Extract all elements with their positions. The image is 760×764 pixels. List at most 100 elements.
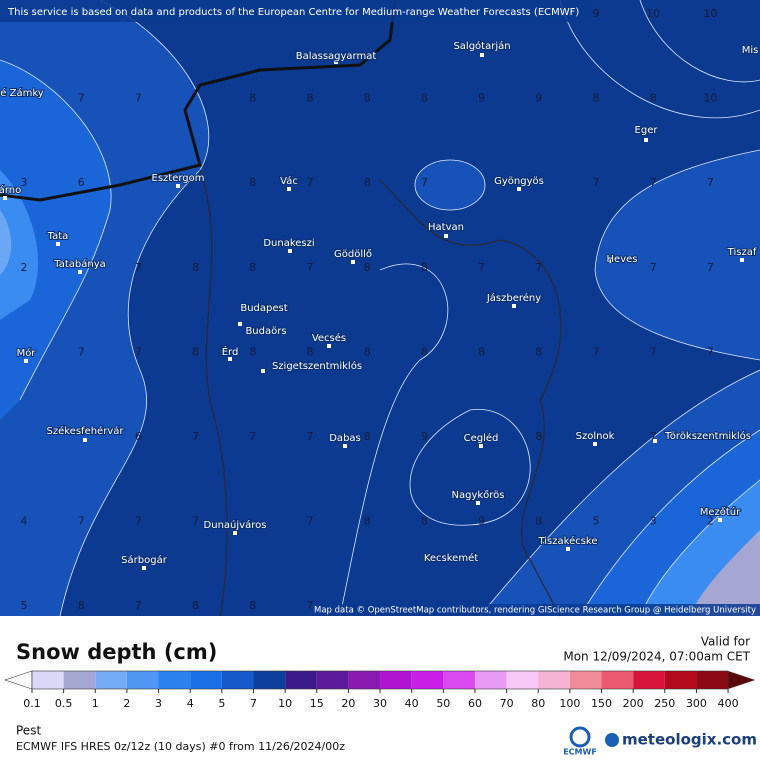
place-dot <box>566 547 570 551</box>
grid-value: 7 <box>421 176 428 189</box>
grid-value: 7 <box>593 176 600 189</box>
area-gyongyos <box>415 160 485 210</box>
grid-value: 4 <box>21 515 28 528</box>
place-dot <box>233 531 237 535</box>
legend-tick-label: 200 <box>623 697 644 710</box>
legend-swatch <box>696 671 729 689</box>
legend-under <box>4 670 33 690</box>
grid-value: 10 <box>646 7 660 20</box>
legend-swatch <box>474 671 507 689</box>
place-dot <box>480 53 484 57</box>
place-name: árno <box>0 184 21 196</box>
legend-tick-label: 50 <box>436 697 450 710</box>
legend-tick-label: 60 <box>468 697 482 710</box>
legend-tick-label: 2 <box>123 697 130 710</box>
legend-title: Snow depth (cm) <box>16 640 217 664</box>
grid-value: 9 <box>535 92 542 105</box>
place-dot <box>83 438 87 442</box>
grid-value: 8 <box>78 599 85 612</box>
legend-swatch <box>190 671 222 689</box>
grid-value: 7 <box>192 430 199 443</box>
place-name: Mór <box>17 347 37 359</box>
legend-tick-label: 15 <box>310 697 324 710</box>
grid-value: 7 <box>307 430 314 443</box>
ecmwf-icon <box>569 726 591 748</box>
place-name: Tata <box>47 231 69 242</box>
place-dot <box>653 439 657 443</box>
place-dot <box>644 138 648 142</box>
grid-value: 7 <box>192 515 199 528</box>
attribution-bg <box>0 0 590 22</box>
legend-tick-label: 0.1 <box>23 697 41 710</box>
place-name: Törökszentmiklós <box>664 430 751 442</box>
legend-tick-label: 250 <box>654 697 675 710</box>
legend-tick-label: 300 <box>686 697 707 710</box>
legend-swatch <box>569 671 602 689</box>
grid-value: 8 <box>192 599 199 612</box>
legend-tick-label: 400 <box>718 697 739 710</box>
place-dot <box>142 566 146 570</box>
legend-tick-label: 100 <box>559 697 580 710</box>
grid-value: 7 <box>135 599 142 612</box>
grid-value: 7 <box>307 261 314 274</box>
legend-tick-label: 20 <box>341 697 355 710</box>
legend-swatch <box>32 671 64 689</box>
place-dot <box>56 242 60 246</box>
legend-swatch <box>348 671 381 689</box>
grid-value: 8 <box>192 345 199 358</box>
place-name: Székesfehérvár <box>47 425 125 437</box>
place-dot <box>288 249 292 253</box>
grid-value: 8 <box>364 176 371 189</box>
grid-value: 7 <box>593 345 600 358</box>
area-2-4 <box>0 170 39 320</box>
place-name: Sárbogár <box>121 554 168 566</box>
grid-value: 5 <box>593 515 600 528</box>
place-name: Hatvan <box>428 222 464 233</box>
grid-value: 7 <box>478 261 485 274</box>
grid-value: 7 <box>707 345 714 358</box>
grid-value: 9 <box>421 430 428 443</box>
place-name: Cegléd <box>464 432 499 444</box>
legend-over <box>728 671 756 689</box>
place-name: Tatabánya <box>53 258 106 270</box>
grid-value: 8 <box>364 430 371 443</box>
grid-value: 7 <box>307 599 314 612</box>
place-name: Gödöllő <box>334 248 372 260</box>
legend-tick-label: 5 <box>218 697 225 710</box>
grid-value: 8 <box>249 261 256 274</box>
grid-value: 6 <box>135 430 142 443</box>
legend-swatch <box>95 671 127 689</box>
place-dot <box>593 442 597 446</box>
grid-value: 2 <box>21 261 28 274</box>
grid-value: 8 <box>364 92 371 105</box>
place-dot <box>607 259 611 263</box>
place-dot <box>238 322 242 326</box>
legend-tick-label: 80 <box>531 697 545 710</box>
grid-value: 8 <box>364 261 371 274</box>
place-name: Mezőtúr <box>700 506 741 518</box>
place-name: Jászberény <box>486 292 541 304</box>
grid-value: 8 <box>650 92 657 105</box>
legend-swatch <box>285 671 317 689</box>
grid-value: 8 <box>535 430 542 443</box>
place-dot <box>517 187 521 191</box>
place-name: Esztergom <box>152 173 205 184</box>
place-dot <box>327 344 331 348</box>
grid-value: 7 <box>249 430 256 443</box>
legend-swatch <box>380 671 412 689</box>
place-name: Balassagyarmat <box>296 51 377 62</box>
place-name: Gyöngyös <box>494 176 544 187</box>
place-name: Érd <box>222 345 239 358</box>
legend-tick-label: 3 <box>155 697 162 710</box>
legend-tick-label: 7 <box>250 697 257 710</box>
grid-value: 8 <box>421 261 428 274</box>
place-name: é Zámky <box>0 87 43 99</box>
legend-tick-label: 30 <box>373 697 387 710</box>
grid-value: 8 <box>535 345 542 358</box>
place-name: Szigetszentmiklós <box>272 360 362 372</box>
place-name: Tiszakécske <box>537 535 597 547</box>
grid-value: 5 <box>21 599 28 612</box>
grid-value: 7 <box>650 261 657 274</box>
legend-swatch <box>664 671 697 689</box>
grid-value: 7 <box>707 176 714 189</box>
